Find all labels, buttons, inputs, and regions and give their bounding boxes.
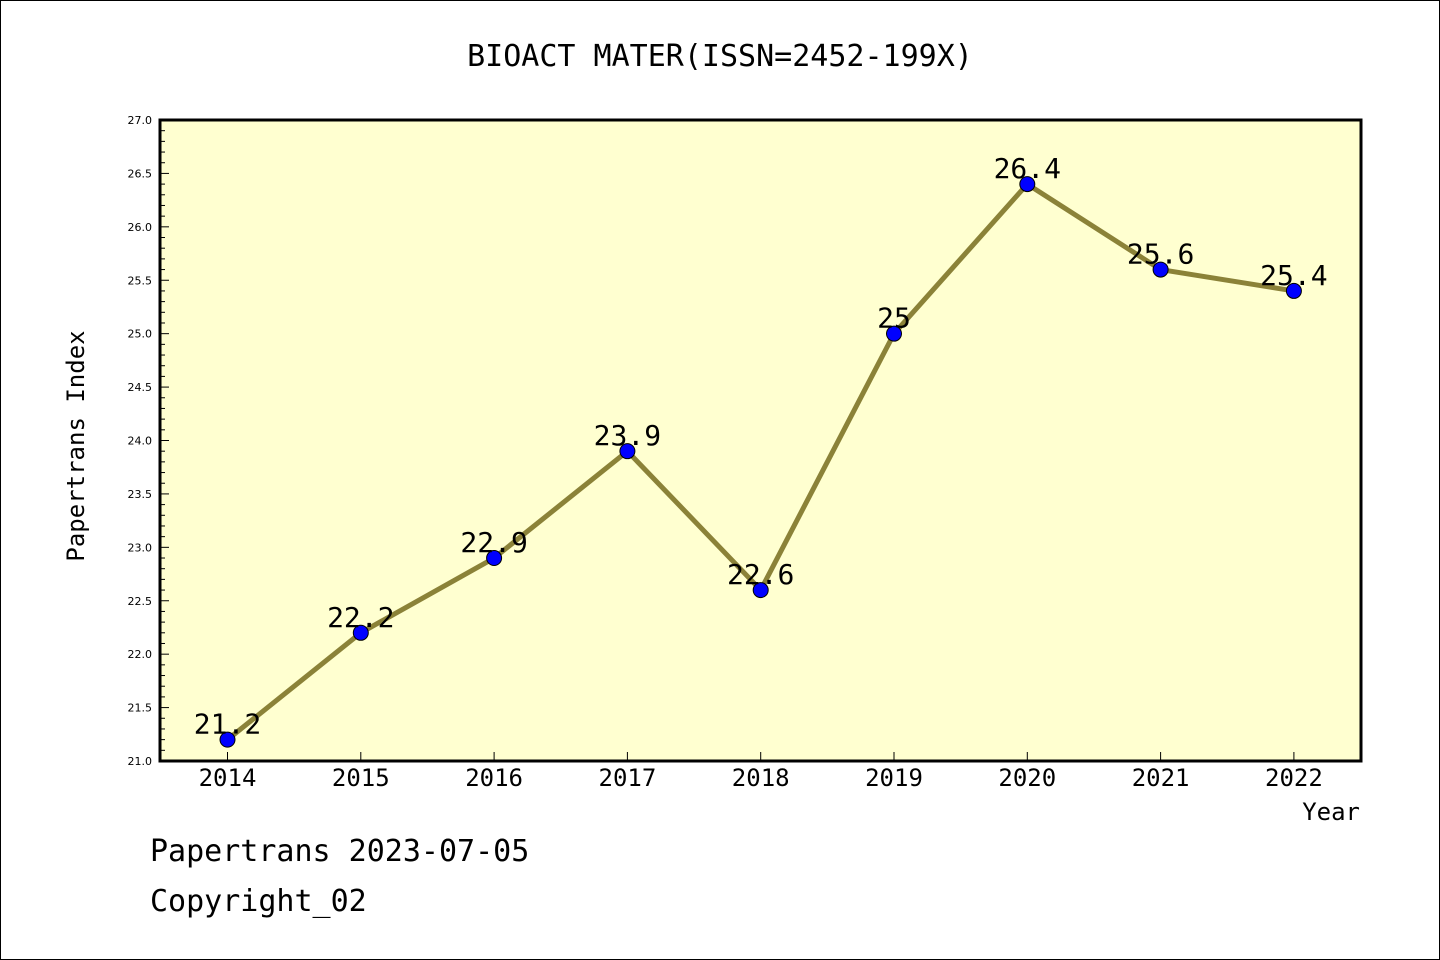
y-tick-label: 27.0 bbox=[128, 114, 153, 127]
y-tick-label: 21.5 bbox=[128, 702, 153, 715]
y-tick-label: 23.0 bbox=[128, 541, 153, 554]
x-tick-label: 2019 bbox=[865, 764, 923, 792]
data-label: 22.2 bbox=[327, 601, 394, 634]
data-point bbox=[219, 731, 236, 748]
y-tick-label: 22.5 bbox=[128, 595, 153, 608]
y-axis: 21.0 21.5 22.0 22.5 23.0 23.5 24.0 24.5 25.0 25.5… bbox=[128, 114, 169, 768]
x-tick-label: 2016 bbox=[465, 764, 523, 792]
y-axis-label: Papertrans Index bbox=[62, 330, 90, 561]
y-tick-label: 24.0 bbox=[128, 435, 153, 448]
data-point bbox=[619, 443, 636, 460]
data-label: 22.6 bbox=[727, 558, 794, 591]
x-tick-label: 2017 bbox=[599, 764, 657, 792]
y-tick-label: 22.0 bbox=[128, 648, 153, 661]
x-axis-label: Year bbox=[1302, 798, 1360, 826]
data-label: 26.4 bbox=[994, 152, 1061, 185]
data-label: 21.2 bbox=[194, 708, 261, 741]
footer-date: Papertrans 2023-07-05 bbox=[150, 834, 530, 869]
data-point bbox=[1285, 282, 1302, 299]
footer-copyright: Copyright_02 bbox=[150, 884, 367, 919]
x-tick-label: 2018 bbox=[732, 764, 790, 792]
data-label: 25.6 bbox=[1127, 238, 1194, 271]
data-label: 22.9 bbox=[460, 526, 527, 559]
y-tick-label: 25.0 bbox=[128, 328, 153, 341]
data-point bbox=[752, 582, 769, 599]
data-label: 25.4 bbox=[1260, 259, 1327, 292]
data-point bbox=[486, 550, 503, 567]
y-tick-label: 26.0 bbox=[128, 221, 153, 234]
y-tick-label: 23.5 bbox=[128, 488, 153, 501]
chart-title: BIOACT MATER(ISSN=2452-199X) bbox=[467, 39, 973, 74]
data-point bbox=[1152, 261, 1169, 278]
data-point bbox=[886, 325, 902, 342]
data-labels: 21.2 22.2 22.9 23.9 22.6 25 26.4 25.6 25.4 bbox=[194, 152, 1328, 741]
y-tick-label: 24.5 bbox=[128, 381, 153, 394]
data-points bbox=[219, 176, 1302, 748]
data-point bbox=[352, 624, 369, 641]
plot-area bbox=[158, 118, 1363, 763]
y-tick-label: 26.5 bbox=[128, 167, 153, 180]
data-label: 25 bbox=[877, 302, 911, 335]
data-label: 23.9 bbox=[594, 419, 661, 452]
x-tick-label: 2020 bbox=[998, 764, 1056, 792]
x-tick-label: 2022 bbox=[1265, 764, 1323, 792]
x-tick-label: 2015 bbox=[332, 764, 390, 792]
y-tick-label: 25.5 bbox=[128, 274, 153, 287]
x-axis: 2014 2015 2016 2017 2018 2019 2020 2021 2022 bbox=[199, 752, 1323, 792]
x-tick-label: 2021 bbox=[1132, 764, 1190, 792]
data-point bbox=[1019, 176, 1036, 193]
x-tick-label: 2014 bbox=[199, 764, 257, 792]
y-tick-label: 21.0 bbox=[128, 755, 153, 768]
